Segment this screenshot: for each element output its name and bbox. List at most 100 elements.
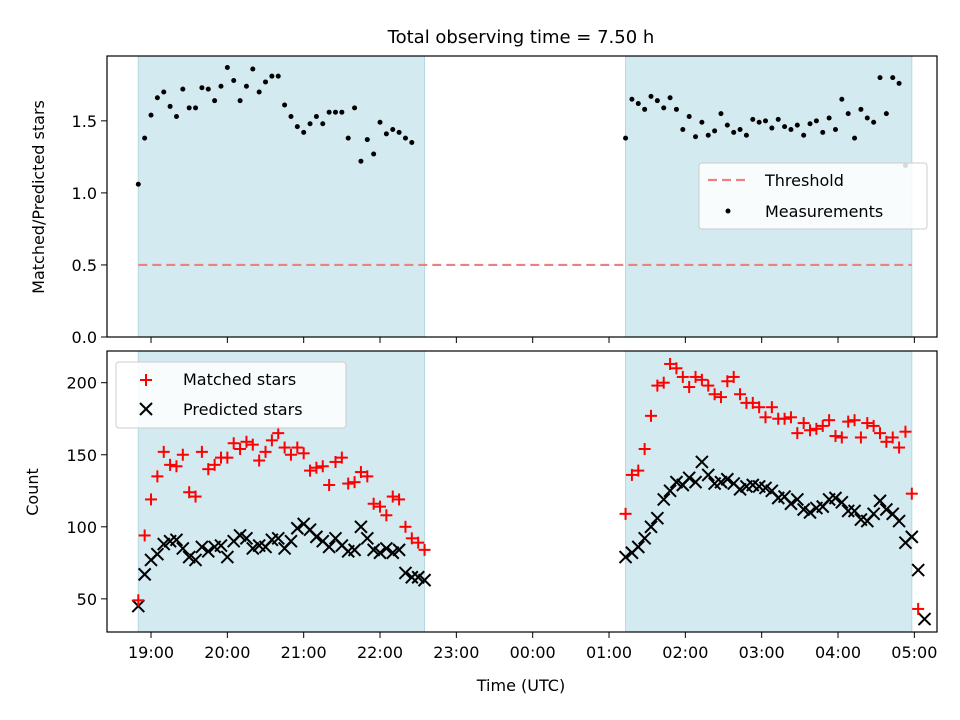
measurement-point (877, 75, 883, 81)
measurement-point (352, 105, 358, 111)
measurement-point (864, 115, 870, 121)
matched-star-point (702, 379, 715, 392)
top-y-tick-label: 0.0 (72, 328, 97, 347)
matched-star-point (164, 458, 177, 471)
predicted-star-point (644, 520, 658, 534)
matched-star-point (823, 414, 836, 427)
legend-matched-label: Matched stars (183, 370, 296, 389)
predicted-star-point (828, 491, 843, 505)
matched-star-point (227, 437, 240, 450)
measurement-point (673, 106, 679, 112)
measurement-point (288, 114, 294, 120)
measurement-point (135, 181, 141, 187)
measurement-point (635, 101, 641, 107)
bottom-y-axis-label: Count (23, 468, 42, 516)
matched-star-point (651, 379, 664, 392)
predicted-star-point (214, 538, 228, 553)
measurement-point (801, 132, 807, 138)
predicted-star-point (360, 531, 375, 546)
measurement-point (402, 135, 408, 141)
matched-star-point (138, 529, 151, 542)
matched-star-point (246, 438, 259, 451)
matched-star-point (842, 415, 855, 428)
matched-star-point (393, 493, 406, 506)
matched-star-point (412, 536, 425, 549)
measurement-point (813, 118, 819, 124)
matched-star-point (695, 373, 708, 386)
predicted-star-point (322, 540, 336, 554)
measurement-point (269, 73, 275, 79)
measurement-point (383, 131, 389, 137)
x-tick-label: 20:00 (204, 643, 250, 662)
predicted-star-point (347, 543, 362, 557)
matched-star-point (374, 500, 387, 513)
measurement-point (390, 126, 396, 132)
matched-star-point (259, 445, 272, 458)
top-chart-title: Total observing time = 7.50 h (387, 27, 655, 48)
matched-star-point (170, 460, 183, 473)
legend-predicted-swatch (139, 402, 153, 416)
matched-star-point (253, 454, 266, 467)
measurement-point (320, 121, 326, 127)
measurement-point (243, 83, 249, 89)
measurement-point (218, 83, 224, 89)
measurement-point (858, 106, 864, 112)
predicted-star-point (650, 511, 665, 525)
matched-star-point (778, 412, 791, 425)
matched-star-point (765, 401, 778, 414)
matched-star-point (278, 441, 291, 454)
matched-star-point (912, 602, 925, 615)
matched-star-point (176, 448, 189, 461)
predicted-star-point (784, 497, 798, 511)
predicted-star-point (873, 494, 887, 508)
measurement-point (756, 119, 762, 125)
measurement-point (890, 75, 896, 81)
matched-star-point (829, 430, 842, 443)
matched-star-point (418, 543, 431, 556)
bottom-axis-ticks: 19:00 20:00 21:00 22:00 23:00 00:00 01:00 02:00… (66, 374, 937, 662)
x-axis-label: Time (UTC) (476, 676, 565, 695)
predicted-star-point (688, 475, 703, 489)
matched-star-point (683, 381, 696, 394)
predicted-star-point (879, 502, 894, 517)
predicted-star-point (637, 531, 652, 546)
measurement-point (820, 129, 826, 135)
matched-star-point (676, 370, 689, 383)
top-shaded-region (137, 55, 426, 338)
measurement-point (173, 114, 179, 120)
matched-star-point (753, 401, 766, 414)
matched-star-point (905, 487, 918, 500)
matched-star-point (893, 441, 906, 454)
matched-star-point (265, 434, 278, 447)
measurement-point (845, 111, 851, 117)
matched-star-point (297, 447, 310, 460)
predicted-star-point (354, 520, 368, 534)
x-tick-label: 00:00 (510, 643, 556, 662)
top-y-tick-label: 0.5 (72, 256, 97, 275)
bottom-plot-frame (106, 350, 938, 633)
matched-star-point (195, 445, 208, 458)
measurement-point (629, 96, 635, 102)
predicted-star-point (417, 573, 432, 587)
matched-star-point (734, 388, 747, 401)
predicted-star-point (137, 567, 152, 582)
matched-star-point (367, 497, 380, 510)
measurement-point (371, 151, 377, 157)
bottom-y-tick-label: 100 (66, 518, 97, 537)
matched-star-point (899, 425, 912, 438)
matched-star-point (645, 409, 658, 422)
measurement-point (326, 109, 332, 115)
predicted-star-point (803, 505, 817, 520)
x-tick-label: 03:00 (739, 643, 785, 662)
measurement-point (686, 114, 692, 120)
matched-star-point (310, 461, 323, 474)
legend-measurements-swatch (725, 208, 731, 214)
top-y-tick-label: 1.0 (72, 184, 97, 203)
matched-star-point (867, 419, 880, 432)
matched-star-point (804, 424, 817, 437)
x-tick-label: 19:00 (128, 643, 174, 662)
measurement-point (731, 129, 737, 135)
matched-star-point (619, 507, 632, 520)
predicted-star-point (790, 492, 805, 507)
predicted-star-point (379, 541, 394, 556)
